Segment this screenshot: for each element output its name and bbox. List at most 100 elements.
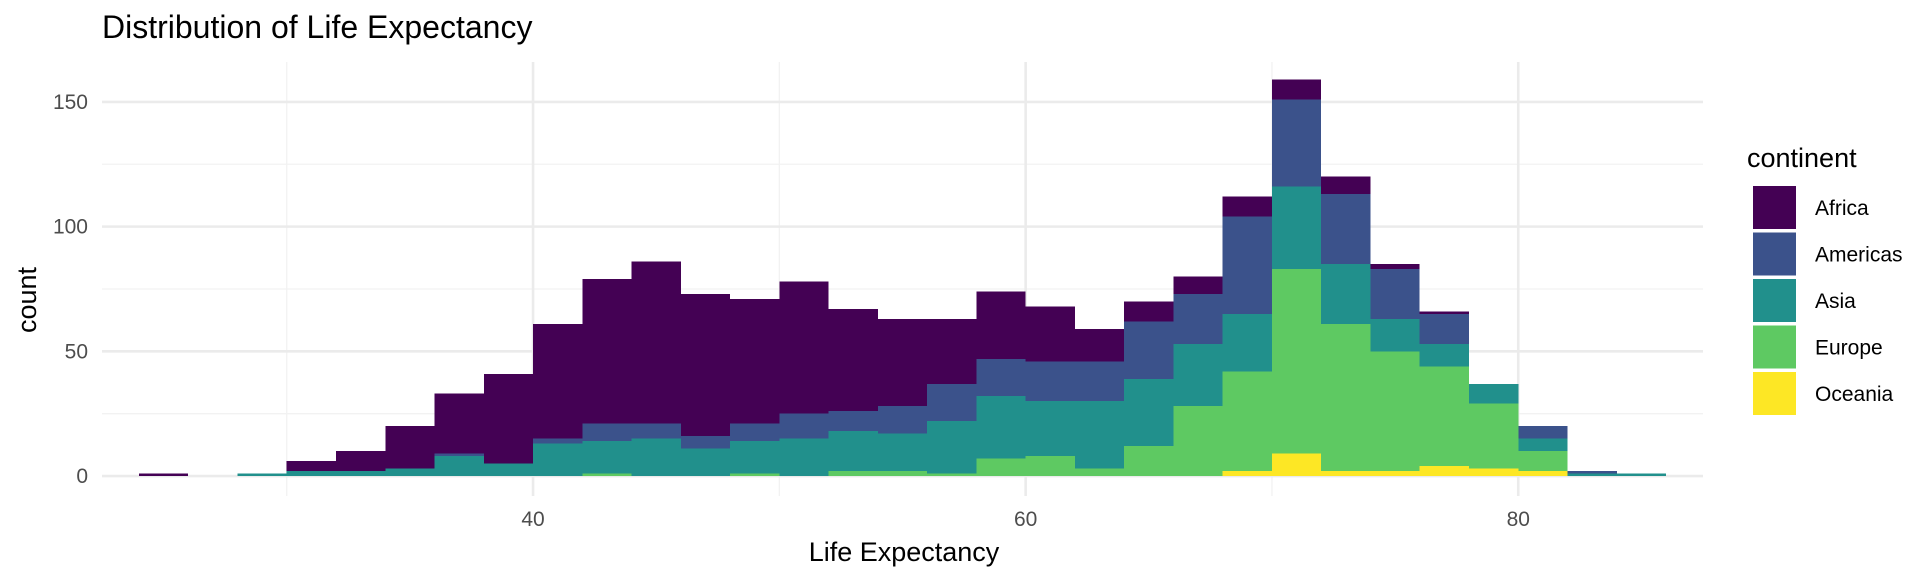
legend: continent Africa Americas Asia Europe Oceani…: [1747, 143, 1903, 415]
bar-americas-64: [1124, 321, 1174, 379]
bar-asia-76: [1419, 343, 1470, 367]
bar-americas-60: [1025, 361, 1075, 402]
bar-africa-52: [828, 308, 878, 412]
bar-americas-40: [533, 438, 583, 444]
bar-asia-48: [730, 441, 780, 474]
bar-asia-46: [680, 448, 731, 477]
bar-asia-80: [1518, 438, 1568, 452]
bar-asia-56: [927, 421, 977, 474]
bar-asia-66: [1173, 343, 1223, 407]
legend-key-asia: [1753, 279, 1796, 322]
bar-africa-48: [730, 298, 780, 424]
y-tick-label: 0: [76, 465, 88, 488]
bar-africa-70: [1271, 79, 1322, 100]
bar-europe-76: [1419, 366, 1470, 467]
bar-africa-66: [1173, 276, 1223, 294]
bar-africa-72: [1321, 176, 1371, 195]
bar-asia-72: [1321, 264, 1371, 324]
bar-americas-48: [730, 423, 780, 442]
bar-europe-68: [1222, 371, 1272, 472]
bar-asia-42: [582, 441, 632, 474]
legend-label-oceania: Oceania: [1815, 383, 1894, 406]
bar-asia-62: [1074, 401, 1125, 469]
bar-asia-58: [976, 396, 1026, 459]
x-axis-ticks: 40 60 80: [521, 508, 1530, 531]
y-axis-ticks: 0 50 100 150: [53, 91, 88, 488]
bar-oceania-70: [1271, 453, 1322, 477]
bar-asia-54: [877, 433, 928, 472]
bar-africa-34: [385, 426, 435, 469]
bar-africa-50: [779, 281, 829, 414]
bar-asia-30: [286, 471, 336, 477]
bar-europe-64: [1124, 446, 1174, 477]
bar-africa-30: [286, 461, 336, 472]
bar-americas-42: [582, 423, 632, 442]
bar-asia-60: [1025, 401, 1075, 457]
y-tick-label: 50: [65, 340, 88, 363]
bar-europe-58: [976, 458, 1026, 477]
bar-oceania-72: [1321, 471, 1371, 477]
legend-label-africa: Africa: [1815, 197, 1869, 220]
chart-title: Distribution of Life Expectancy: [102, 9, 532, 45]
bar-asia-32: [335, 471, 386, 477]
bar-americas-54: [877, 406, 928, 434]
bar-asia-84: [1616, 473, 1667, 477]
bar-americas-52: [828, 411, 878, 432]
bar-asia-70: [1271, 186, 1322, 270]
x-axis-title: Life Expectancy: [809, 537, 1000, 567]
bar-europe-66: [1173, 406, 1223, 477]
legend-key-europe: [1753, 325, 1796, 369]
bar-africa-40: [533, 323, 583, 439]
bar-americas-82: [1567, 471, 1617, 474]
bar-africa-76: [1419, 311, 1470, 314]
bar-europe-72: [1321, 323, 1371, 472]
bar-asia-44: [631, 438, 681, 477]
bar-oceania-74: [1370, 471, 1420, 477]
bar-europe-80: [1518, 451, 1568, 472]
x-tick-label: 40: [521, 508, 544, 531]
bar-africa-74: [1370, 264, 1420, 270]
y-tick-label: 150: [53, 91, 88, 114]
bar-americas-44: [631, 423, 681, 439]
bar-asia-78: [1469, 383, 1519, 404]
bar-americas-76: [1419, 313, 1470, 344]
bar-asia-36: [434, 456, 484, 477]
bar-asia-38: [483, 463, 534, 477]
bar-africa-32: [335, 451, 386, 472]
bar-europe-70: [1271, 269, 1322, 454]
bar-africa-68: [1222, 196, 1272, 217]
bar-africa-24: [138, 473, 189, 477]
legend-label-asia: Asia: [1815, 290, 1856, 313]
y-axis-title: count: [12, 266, 42, 333]
bar-asia-74: [1370, 318, 1420, 352]
bar-africa-56: [927, 318, 977, 384]
legend-title: continent: [1747, 143, 1857, 173]
legend-label-europe: Europe: [1815, 337, 1883, 360]
bar-oceania-78: [1469, 468, 1519, 477]
bar-africa-46: [680, 293, 731, 437]
bar-africa-60: [1025, 306, 1075, 362]
bar-americas-80: [1518, 426, 1568, 439]
legend-key-americas: [1753, 232, 1796, 276]
bar-europe-48: [730, 473, 780, 477]
bar-africa-42: [582, 279, 632, 424]
bar-africa-58: [976, 291, 1026, 359]
bar-oceania-80: [1518, 471, 1568, 477]
bar-americas-66: [1173, 293, 1223, 344]
bar-europe-42: [582, 473, 632, 477]
bar-americas-74: [1370, 269, 1420, 319]
bar-asia-64: [1124, 378, 1174, 447]
legend-key-oceania: [1753, 372, 1796, 415]
x-tick-label: 80: [1507, 508, 1530, 531]
bar-asia-50: [779, 438, 829, 477]
bar-asia-28: [237, 473, 287, 477]
bar-asia-82: [1567, 473, 1617, 477]
legend-key-africa: [1753, 186, 1796, 229]
bar-africa-64: [1124, 301, 1174, 322]
x-tick-label: 60: [1014, 508, 1037, 531]
bar-europe-62: [1074, 468, 1125, 477]
bar-americas-70: [1271, 99, 1322, 187]
bar-asia-34: [385, 468, 435, 477]
bar-europe-52: [828, 471, 878, 477]
